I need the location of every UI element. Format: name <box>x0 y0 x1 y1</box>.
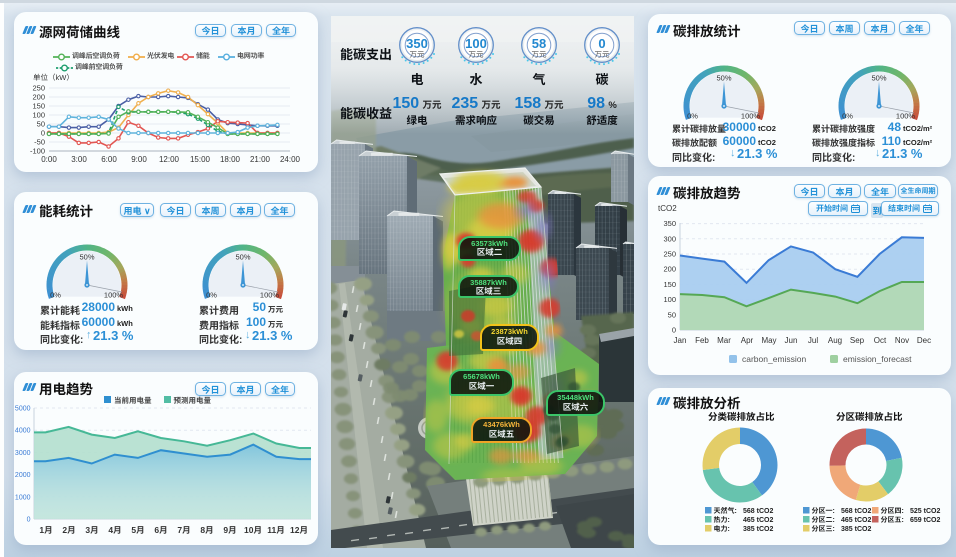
svg-text:12:00: 12:00 <box>159 155 180 164</box>
svg-text:Oct: Oct <box>874 336 887 345</box>
svg-text:分区二:: 分区二: <box>812 516 835 524</box>
svg-text:0:00: 0:00 <box>41 155 57 164</box>
svg-text:100%: 100% <box>896 112 916 121</box>
svg-text:分区三:: 分区三: <box>812 525 835 533</box>
svg-text:Sep: Sep <box>850 336 865 345</box>
svg-text:0: 0 <box>672 326 676 335</box>
svg-text:分区五:: 分区五: <box>881 516 904 524</box>
svg-text:8月: 8月 <box>200 525 213 535</box>
svg-text:350: 350 <box>406 36 428 51</box>
svg-text:11月: 11月 <box>267 525 285 535</box>
svg-text:100: 100 <box>32 111 45 120</box>
svg-text:0%: 0% <box>687 112 698 121</box>
svg-text:15:00: 15:00 <box>190 155 211 164</box>
svg-text:6月: 6月 <box>154 525 167 535</box>
svg-text:24:00: 24:00 <box>280 155 301 164</box>
svg-text:1月: 1月 <box>39 525 52 535</box>
svg-text:385 tCO2: 385 tCO2 <box>743 526 773 533</box>
svg-text:分区四:: 分区四: <box>881 507 904 515</box>
svg-text:1000: 1000 <box>15 494 31 501</box>
svg-text:5月: 5月 <box>131 525 144 535</box>
svg-text:300: 300 <box>663 234 676 243</box>
svg-text:0%: 0% <box>842 112 853 121</box>
svg-text:万元: 万元 <box>410 50 425 59</box>
svg-text:150: 150 <box>32 102 45 111</box>
svg-text:0%: 0% <box>206 291 217 300</box>
svg-text:Jul: Jul <box>808 336 818 345</box>
svg-text:5000: 5000 <box>15 406 31 413</box>
svg-text:568 tCO2: 568 tCO2 <box>841 508 871 515</box>
svg-text:Jan: Jan <box>674 336 687 345</box>
svg-text:May: May <box>761 336 776 345</box>
svg-text:100: 100 <box>465 36 487 51</box>
svg-text:0%: 0% <box>50 291 61 300</box>
svg-text:电力:: 电力: <box>714 525 730 533</box>
svg-text:Dec: Dec <box>917 336 931 345</box>
svg-text:Jun: Jun <box>785 336 798 345</box>
svg-text:Aug: Aug <box>828 336 842 345</box>
svg-text:6:00: 6:00 <box>101 155 117 164</box>
svg-text:50%: 50% <box>716 74 731 83</box>
svg-text:50%: 50% <box>235 253 250 262</box>
svg-text:carbon_emission: carbon_emission <box>742 354 807 364</box>
svg-text:热力:: 热力: <box>714 516 730 524</box>
svg-text:50: 50 <box>668 310 676 319</box>
svg-text:50%: 50% <box>79 253 94 262</box>
svg-text:465 tCO2: 465 tCO2 <box>841 517 871 524</box>
svg-text:659 tCO2: 659 tCO2 <box>910 517 940 524</box>
svg-text:0: 0 <box>27 517 31 524</box>
svg-text:2000: 2000 <box>15 472 31 479</box>
svg-text:10月: 10月 <box>244 525 262 535</box>
svg-text:100%: 100% <box>741 112 761 121</box>
svg-text:385 tCO2: 385 tCO2 <box>841 526 871 533</box>
svg-text:12月: 12月 <box>290 525 308 535</box>
svg-text:465 tCO2: 465 tCO2 <box>743 517 773 524</box>
svg-text:9:00: 9:00 <box>131 155 147 164</box>
svg-text:2月: 2月 <box>62 525 75 535</box>
svg-text:525 tCO2: 525 tCO2 <box>910 508 940 515</box>
svg-text:Nov: Nov <box>895 336 909 345</box>
svg-text:7月: 7月 <box>177 525 190 535</box>
svg-text:50: 50 <box>37 120 45 129</box>
svg-text:万元: 万元 <box>532 50 547 59</box>
svg-text:emission_forecast: emission_forecast <box>843 354 912 364</box>
svg-text:150: 150 <box>663 280 676 289</box>
svg-text:250: 250 <box>663 250 676 259</box>
svg-text:9月: 9月 <box>223 525 236 535</box>
svg-text:4月: 4月 <box>108 525 121 535</box>
svg-text:Mar: Mar <box>717 336 731 345</box>
svg-text:21:00: 21:00 <box>250 155 271 164</box>
svg-text:Feb: Feb <box>695 336 709 345</box>
svg-text:250: 250 <box>32 84 45 93</box>
svg-text:0: 0 <box>41 129 45 138</box>
svg-text:200: 200 <box>32 93 45 102</box>
svg-text:50%: 50% <box>871 74 886 83</box>
svg-text:18:00: 18:00 <box>220 155 241 164</box>
svg-text:分区一:: 分区一: <box>812 507 835 515</box>
svg-text:568 tCO2: 568 tCO2 <box>743 508 773 515</box>
svg-text:58: 58 <box>532 36 546 51</box>
svg-text:-100: -100 <box>30 147 45 156</box>
svg-text:200: 200 <box>663 265 676 274</box>
svg-text:100%: 100% <box>104 291 124 300</box>
svg-text:4000: 4000 <box>15 428 31 435</box>
svg-text:0: 0 <box>598 36 605 51</box>
svg-text:万元: 万元 <box>469 50 484 59</box>
svg-text:万元: 万元 <box>595 50 610 59</box>
svg-text:350: 350 <box>663 219 676 228</box>
svg-text:3月: 3月 <box>85 525 98 535</box>
svg-text:3000: 3000 <box>15 450 31 457</box>
svg-text:3:00: 3:00 <box>71 155 87 164</box>
svg-text:Apr: Apr <box>741 336 754 345</box>
svg-text:100: 100 <box>663 295 676 304</box>
svg-text:-50: -50 <box>34 138 45 147</box>
svg-text:天然气:: 天然气: <box>714 506 737 515</box>
svg-text:100%: 100% <box>260 291 280 300</box>
